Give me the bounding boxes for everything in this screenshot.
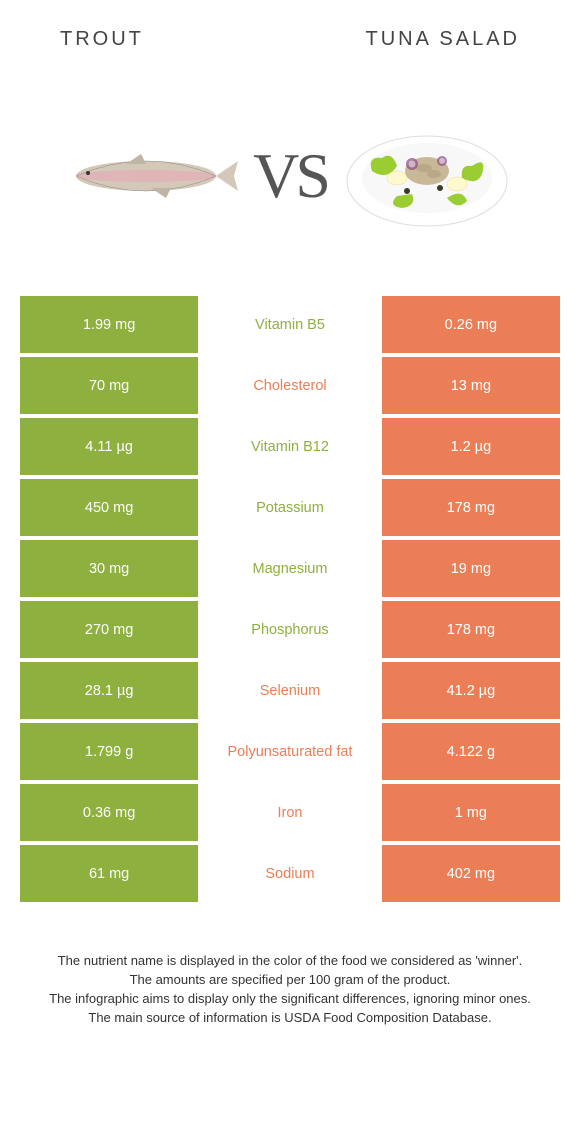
value-right: 402 mg xyxy=(382,845,560,902)
value-left: 1.99 mg xyxy=(20,296,198,353)
food-name-left: Trout xyxy=(60,28,144,51)
value-right: 1 mg xyxy=(382,784,560,841)
vs-row: VS xyxy=(0,111,580,241)
value-right: 178 mg xyxy=(382,601,560,658)
footer-line-1: The nutrient name is displayed in the co… xyxy=(30,952,550,971)
footer-line-3: The infographic aims to display only the… xyxy=(30,990,550,1009)
nutrient-name: Magnesium xyxy=(198,540,382,597)
nutrient-name: Phosphorus xyxy=(198,601,382,658)
table-row: 0.36 mgIron1 mg xyxy=(20,784,560,841)
value-left: 4.11 µg xyxy=(20,418,198,475)
nutrient-name: Selenium xyxy=(198,662,382,719)
nutrient-name: Vitamin B12 xyxy=(198,418,382,475)
food-name-right: Tuna salad xyxy=(366,28,520,51)
table-row: 1.799 gPolyunsaturated fat4.122 g xyxy=(20,723,560,780)
footer-notes: The nutrient name is displayed in the co… xyxy=(0,952,580,1027)
value-right: 178 mg xyxy=(382,479,560,536)
footer-line-2: The amounts are specified per 100 gram o… xyxy=(30,971,550,990)
table-row: 70 mgCholesterol13 mg xyxy=(20,357,560,414)
value-right: 0.26 mg xyxy=(382,296,560,353)
value-left: 270 mg xyxy=(20,601,198,658)
value-right: 19 mg xyxy=(382,540,560,597)
nutrient-name: Polyunsaturated fat xyxy=(198,723,382,780)
table-row: 4.11 µgVitamin B121.2 µg xyxy=(20,418,560,475)
value-right: 13 mg xyxy=(382,357,560,414)
table-row: 450 mgPotassium178 mg xyxy=(20,479,560,536)
table-row: 30 mgMagnesium19 mg xyxy=(20,540,560,597)
value-left: 1.799 g xyxy=(20,723,198,780)
header-row: Trout Tuna salad xyxy=(0,0,580,51)
trout-image xyxy=(63,111,243,241)
value-right: 41.2 µg xyxy=(382,662,560,719)
nutrient-name: Potassium xyxy=(198,479,382,536)
nutrient-name: Vitamin B5 xyxy=(198,296,382,353)
comparison-table: 1.99 mgVitamin B50.26 mg70 mgCholesterol… xyxy=(20,296,560,902)
table-row: 1.99 mgVitamin B50.26 mg xyxy=(20,296,560,353)
value-left: 28.1 µg xyxy=(20,662,198,719)
value-left: 61 mg xyxy=(20,845,198,902)
value-left: 30 mg xyxy=(20,540,198,597)
table-row: 270 mgPhosphorus178 mg xyxy=(20,601,560,658)
tuna-salad-image xyxy=(337,111,517,241)
nutrient-name: Iron xyxy=(198,784,382,841)
nutrient-name: Cholesterol xyxy=(198,357,382,414)
table-row: 61 mgSodium402 mg xyxy=(20,845,560,902)
footer-line-4: The main source of information is USDA F… xyxy=(30,1009,550,1028)
nutrient-name: Sodium xyxy=(198,845,382,902)
value-left: 0.36 mg xyxy=(20,784,198,841)
value-right: 1.2 µg xyxy=(382,418,560,475)
value-right: 4.122 g xyxy=(382,723,560,780)
value-left: 70 mg xyxy=(20,357,198,414)
vs-label: VS xyxy=(253,139,327,213)
value-left: 450 mg xyxy=(20,479,198,536)
table-row: 28.1 µgSelenium41.2 µg xyxy=(20,662,560,719)
